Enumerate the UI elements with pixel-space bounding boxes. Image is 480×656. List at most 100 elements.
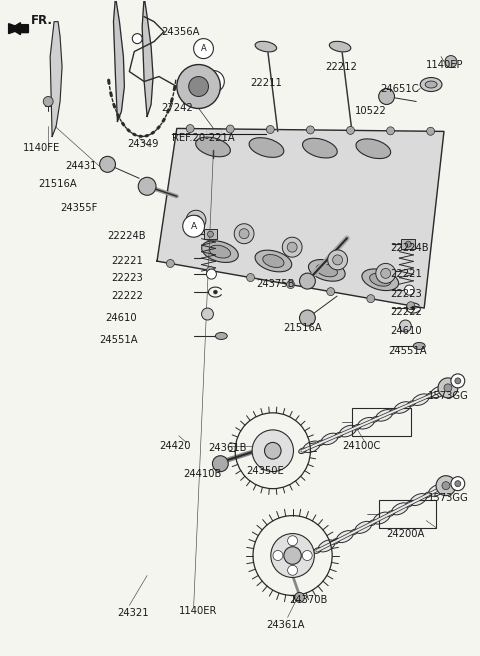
Circle shape: [234, 224, 254, 243]
Bar: [379, 500, 436, 527]
Circle shape: [206, 266, 215, 274]
Text: 1573GG: 1573GG: [428, 391, 469, 401]
Circle shape: [347, 127, 354, 134]
Ellipse shape: [313, 548, 321, 554]
Circle shape: [266, 125, 274, 133]
Ellipse shape: [392, 503, 408, 515]
Bar: [352, 408, 411, 436]
Text: A: A: [210, 77, 216, 86]
Circle shape: [247, 274, 254, 281]
Ellipse shape: [373, 512, 390, 524]
Circle shape: [451, 477, 465, 491]
Text: 24361A: 24361A: [266, 621, 304, 630]
Text: 1140FE: 1140FE: [23, 144, 60, 154]
Ellipse shape: [336, 531, 353, 543]
Text: 1140EP: 1140EP: [426, 60, 464, 70]
Polygon shape: [50, 22, 62, 136]
Circle shape: [206, 269, 216, 279]
Circle shape: [284, 546, 301, 564]
Circle shape: [376, 264, 396, 283]
Ellipse shape: [413, 342, 425, 350]
Text: 22223: 22223: [391, 289, 422, 299]
Bar: [204, 229, 217, 239]
Circle shape: [451, 374, 465, 388]
Circle shape: [138, 177, 156, 195]
Circle shape: [214, 290, 217, 294]
Ellipse shape: [358, 417, 374, 429]
Ellipse shape: [339, 425, 356, 437]
Text: 24350E: 24350E: [246, 466, 284, 476]
Circle shape: [306, 126, 314, 134]
FancyArrow shape: [11, 23, 28, 35]
Circle shape: [167, 260, 174, 268]
Ellipse shape: [255, 41, 276, 52]
Circle shape: [406, 241, 411, 247]
Ellipse shape: [420, 77, 442, 91]
Ellipse shape: [390, 409, 397, 414]
Text: 22222: 22222: [391, 307, 422, 317]
Circle shape: [379, 89, 395, 104]
Circle shape: [264, 442, 281, 459]
Text: FR.: FR.: [30, 14, 52, 27]
Circle shape: [404, 285, 414, 295]
Circle shape: [328, 250, 348, 270]
Circle shape: [381, 268, 391, 278]
Ellipse shape: [202, 241, 238, 262]
Circle shape: [333, 255, 343, 265]
Circle shape: [455, 481, 461, 487]
Ellipse shape: [196, 137, 230, 157]
Circle shape: [386, 127, 395, 135]
Ellipse shape: [431, 386, 447, 398]
Bar: [401, 239, 415, 249]
Text: 24200A: 24200A: [386, 529, 425, 539]
Ellipse shape: [321, 433, 338, 445]
Ellipse shape: [408, 401, 415, 406]
Ellipse shape: [303, 441, 320, 453]
Polygon shape: [9, 24, 23, 33]
Circle shape: [177, 64, 220, 108]
Circle shape: [295, 592, 304, 602]
Ellipse shape: [444, 385, 452, 391]
Text: 22224B: 22224B: [391, 243, 429, 253]
Text: 22221: 22221: [111, 256, 144, 266]
Text: 21516A: 21516A: [38, 179, 77, 190]
Ellipse shape: [376, 409, 393, 421]
Polygon shape: [157, 129, 444, 308]
Text: 1573GG: 1573GG: [428, 493, 469, 502]
Ellipse shape: [249, 138, 284, 157]
Circle shape: [183, 215, 204, 237]
Text: 22222: 22222: [111, 291, 144, 301]
Circle shape: [282, 237, 302, 257]
Text: 24551A: 24551A: [388, 346, 427, 356]
Ellipse shape: [329, 41, 351, 52]
Circle shape: [287, 242, 297, 252]
Text: 24410B: 24410B: [184, 468, 222, 479]
Ellipse shape: [216, 333, 227, 339]
Ellipse shape: [429, 484, 445, 497]
Ellipse shape: [302, 138, 337, 158]
Ellipse shape: [356, 139, 391, 159]
Circle shape: [193, 39, 214, 58]
Circle shape: [239, 229, 249, 239]
Text: 22211: 22211: [250, 77, 282, 87]
Circle shape: [189, 77, 208, 96]
Ellipse shape: [362, 269, 398, 291]
Text: 24420: 24420: [159, 441, 191, 451]
Circle shape: [455, 378, 461, 384]
Ellipse shape: [263, 255, 284, 268]
Circle shape: [399, 320, 411, 332]
Circle shape: [202, 308, 214, 320]
Ellipse shape: [332, 539, 339, 544]
Text: 22223: 22223: [111, 273, 143, 283]
Circle shape: [252, 430, 293, 472]
Text: 24356A: 24356A: [161, 27, 200, 37]
Circle shape: [407, 302, 415, 310]
Circle shape: [436, 476, 456, 496]
Text: A: A: [201, 44, 206, 53]
Circle shape: [288, 565, 298, 575]
Ellipse shape: [412, 394, 429, 405]
Circle shape: [327, 287, 335, 296]
Text: 24370B: 24370B: [289, 596, 328, 605]
Ellipse shape: [309, 260, 345, 281]
Ellipse shape: [299, 448, 306, 453]
